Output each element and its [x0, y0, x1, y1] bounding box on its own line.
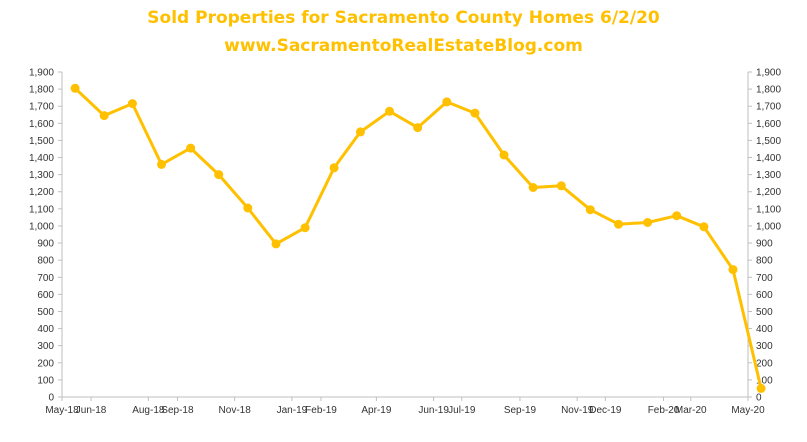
y-tick-label-right: 1,900 [756, 68, 781, 79]
y-tick-label-left: 900 [37, 239, 54, 250]
data-point [672, 211, 682, 221]
y-tick-label-left: 1,300 [29, 170, 54, 181]
y-tick-label-left: 1,900 [29, 68, 54, 79]
x-tick-label: Feb-19 [305, 405, 337, 416]
x-tick-label: Jan-19 [277, 405, 308, 416]
x-tick-label: Nov-19 [561, 405, 594, 416]
x-tick-label: Apr-19 [361, 405, 391, 416]
y-tick-label-right: 1,500 [756, 136, 781, 147]
y-tick-label-right: 1,000 [756, 221, 781, 232]
y-tick-label-left: 1,200 [29, 187, 54, 198]
y-tick-label-left: 600 [37, 290, 54, 301]
data-point [470, 108, 480, 118]
y-tick-label-left: 800 [37, 256, 54, 267]
data-point [756, 383, 766, 393]
x-tick-label: Jun-19 [418, 405, 449, 416]
data-point [442, 97, 452, 107]
y-tick-label-right: 600 [756, 290, 773, 301]
chart-subtitle: www.SacramentoRealEstateBlog.com [224, 36, 583, 56]
x-tick-label: May-20 [731, 405, 765, 416]
data-point [329, 163, 339, 173]
data-point [585, 205, 595, 215]
data-point [699, 222, 709, 232]
data-point [300, 223, 310, 233]
data-point [556, 181, 566, 191]
y-tick-label-left: 300 [37, 341, 54, 352]
y-tick-label-left: 0 [48, 393, 54, 404]
y-tick-label-right: 1,100 [756, 204, 781, 215]
y-tick-label-right: 0 [756, 393, 762, 404]
y-tick-label-right: 500 [756, 307, 773, 318]
y-tick-label-right: 1,600 [756, 119, 781, 130]
x-tick-label: Nov-18 [219, 405, 252, 416]
x-tick-label: Jun-18 [76, 405, 107, 416]
data-point [186, 143, 196, 153]
data-point [214, 170, 224, 180]
data-point [271, 239, 281, 249]
y-tick-label-left: 400 [37, 324, 54, 335]
y-tick-label-right: 700 [756, 273, 773, 284]
x-tick-label: Sep-19 [504, 405, 537, 416]
y-tick-label-left: 1,700 [29, 102, 54, 113]
x-tick-label: Feb-20 [648, 405, 680, 416]
data-point [243, 203, 253, 213]
y-tick-label-right: 300 [756, 341, 773, 352]
y-tick-label-left: 1,800 [29, 85, 54, 96]
y-tick-label-right: 900 [756, 239, 773, 250]
y-tick-label-left: 1,600 [29, 119, 54, 130]
y-tick-label-right: 1,700 [756, 102, 781, 113]
series-line [74, 87, 763, 389]
data-point [728, 265, 738, 275]
x-tick-label: May-18 [45, 405, 79, 416]
x-tick-label: Aug-18 [132, 405, 165, 416]
data-point [355, 127, 365, 137]
y-tick-label-left: 1,100 [29, 204, 54, 215]
y-tick-label-right: 400 [756, 324, 773, 335]
x-tick-label: Mar-20 [675, 405, 707, 416]
y-tick-label-left: 200 [37, 358, 54, 369]
data-point [157, 159, 166, 169]
y-tick-label-right: 1,300 [756, 170, 781, 181]
y-tick-label-left: 1,500 [29, 136, 54, 147]
data-point [499, 150, 509, 160]
data-point [528, 183, 538, 192]
x-tick-label: Jul-19 [448, 405, 476, 416]
y-tick-label-left: 700 [37, 273, 54, 284]
chart-title: Sold Properties for Sacramento County Ho… [147, 8, 660, 28]
y-tick-label-right: 1,400 [756, 153, 781, 164]
y-tick-label-left: 1,400 [29, 153, 54, 164]
data-point [614, 219, 623, 229]
y-tick-label-right: 1,800 [756, 85, 781, 96]
data-point [127, 99, 137, 109]
y-tick-label-right: 100 [756, 375, 773, 386]
y-tick-label-left: 100 [37, 375, 54, 386]
data-point [385, 106, 394, 116]
x-tick-label: Sep-18 [161, 405, 194, 416]
y-tick-label-right: 800 [756, 256, 773, 267]
data-point [70, 83, 80, 93]
data-point [413, 123, 423, 133]
y-tick-label-right: 200 [756, 358, 773, 369]
data-point [643, 218, 653, 227]
y-tick-label-left: 1,000 [29, 221, 54, 232]
data-point [99, 111, 109, 121]
x-tick-label: Dec-19 [589, 405, 622, 416]
y-tick-label-right: 1,200 [756, 187, 781, 198]
y-tick-label-left: 500 [37, 307, 54, 318]
